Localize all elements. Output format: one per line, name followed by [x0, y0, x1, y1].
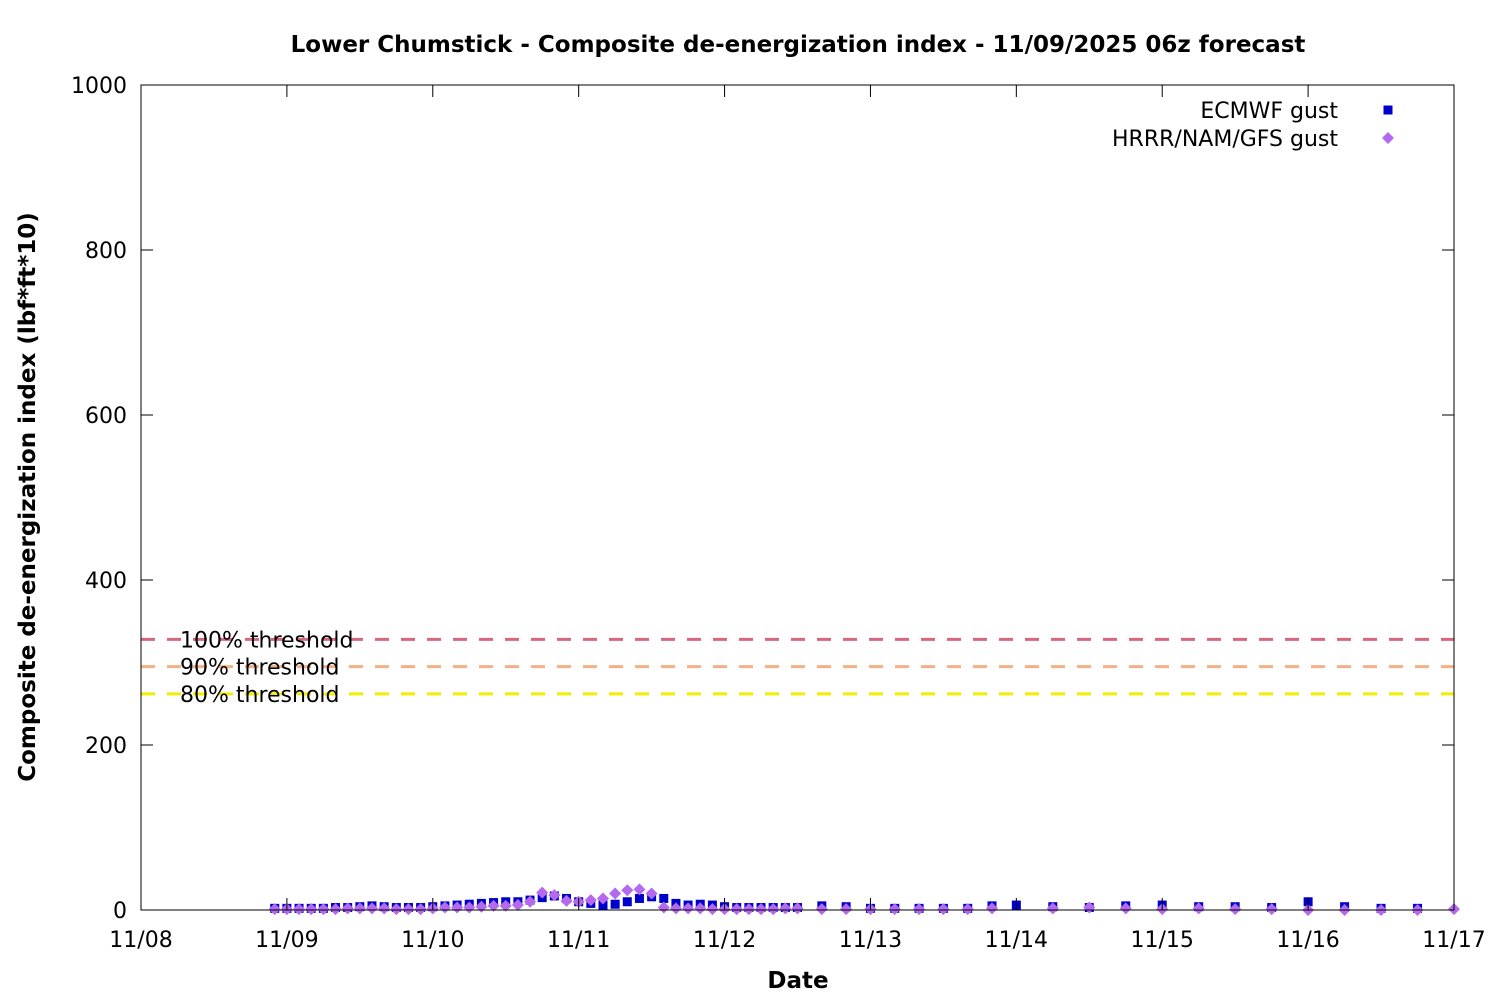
hrrr-point — [779, 902, 792, 915]
hrrr-point — [548, 889, 561, 902]
hrrr-point — [815, 903, 828, 916]
hrrr-point — [742, 903, 755, 916]
hrrr-point — [645, 887, 658, 900]
hrrr-point — [669, 902, 682, 915]
x-tick-label: 11/08 — [109, 928, 172, 953]
hrrr-point — [438, 901, 451, 914]
hrrr-point — [1229, 903, 1242, 916]
hrrr-point — [1119, 902, 1132, 915]
hrrr-point — [268, 903, 281, 916]
ecmwf-point — [634, 893, 644, 903]
hrrr-point — [414, 903, 427, 916]
legend-marker — [1383, 105, 1393, 115]
y-tick-label: 400 — [85, 569, 127, 594]
x-axis: 11/08 11/09 11/10 11/11 11/12 11/13 11/14 11/15… — [109, 85, 1486, 953]
hrrr-point — [584, 894, 597, 907]
hrrr-point — [888, 903, 901, 916]
hrrr-point — [305, 903, 318, 916]
hrrr-point — [913, 903, 926, 916]
legend: ECMWF gust HRRR/NAM/GFS gust — [1112, 99, 1394, 152]
hrrr-point — [596, 892, 609, 905]
hrrr-point — [341, 902, 354, 915]
x-tick-label: 11/17 — [1422, 928, 1485, 953]
x-tick-label: 11/11 — [547, 928, 610, 953]
threshold-label: 80% threshold — [180, 683, 340, 708]
series-layer — [268, 883, 1460, 916]
hrrr-point — [694, 902, 707, 915]
threshold-label: 100% threshold — [180, 628, 354, 653]
hrrr-point — [499, 899, 512, 912]
y-tick-label: 0 — [113, 899, 127, 924]
threshold-lines — [141, 637, 1454, 696]
hrrr-point — [560, 894, 573, 907]
hrrr-point — [755, 903, 768, 916]
hrrr-point — [353, 902, 366, 915]
plot-frame — [140, 84, 1455, 911]
hrrr-point — [487, 899, 500, 912]
y-axis-label: Composite de-energization index (lbf*ft*… — [15, 212, 41, 782]
hrrr-point — [402, 903, 415, 916]
y-axis: 0 200 400 600 800 1000 — [71, 74, 1454, 924]
hrrr-point — [706, 903, 719, 916]
hrrr-point — [730, 903, 743, 916]
hrrr-point — [657, 901, 670, 914]
x-axis-label: Date — [767, 968, 828, 994]
hrrr-point — [609, 887, 622, 900]
y-tick-label: 800 — [85, 239, 127, 264]
x-tick-label: 11/14 — [985, 928, 1048, 953]
hrrr-point — [329, 903, 342, 916]
ecmwf-point — [598, 900, 608, 910]
hrrr-point — [1265, 903, 1278, 916]
ecmwf-point — [659, 893, 669, 903]
hrrr-point — [317, 903, 330, 916]
hrrr-point — [1192, 902, 1205, 915]
hrrr-point — [378, 902, 391, 915]
y-tick-label: 200 — [85, 734, 127, 759]
hrrr-point — [536, 886, 549, 899]
y-tick-label: 1000 — [71, 74, 127, 99]
hrrr-point — [390, 903, 403, 916]
ecmwf-point — [622, 897, 632, 907]
hrrr-point — [633, 883, 646, 896]
hrrr-point — [293, 903, 306, 916]
legend-label: ECMWF gust — [1200, 99, 1338, 124]
hrrr-point — [365, 902, 378, 915]
legend-marker — [1382, 132, 1394, 144]
threshold-label: 90% threshold — [180, 656, 340, 681]
hrrr-point — [937, 903, 950, 916]
x-tick-label: 11/09 — [255, 928, 318, 953]
hrrr-point — [682, 902, 695, 915]
ecmwf-point — [610, 899, 620, 909]
y-tick-label: 600 — [85, 404, 127, 429]
x-tick-label: 11/13 — [839, 928, 902, 953]
x-tick-label: 11/15 — [1131, 928, 1194, 953]
series-1 — [268, 883, 1460, 916]
hrrr-point — [767, 903, 780, 916]
hrrr-point — [451, 901, 464, 914]
x-tick-label: 11/12 — [693, 928, 756, 953]
hrrr-point — [1083, 901, 1096, 914]
hrrr-point — [524, 895, 537, 908]
hrrr-point — [1046, 902, 1059, 915]
x-tick-label: 11/16 — [1276, 928, 1339, 953]
hrrr-point — [840, 903, 853, 916]
hrrr-point — [463, 901, 476, 914]
hrrr-point — [511, 899, 524, 912]
x-tick-label: 11/10 — [401, 928, 464, 953]
hrrr-point — [621, 884, 634, 897]
hrrr-point — [961, 903, 974, 916]
chart-title: Lower Chumstick - Composite de-energizat… — [291, 32, 1306, 58]
legend-label: HRRR/NAM/GFS gust — [1112, 127, 1338, 152]
hrrr-point — [986, 902, 999, 915]
hrrr-point — [791, 902, 804, 915]
